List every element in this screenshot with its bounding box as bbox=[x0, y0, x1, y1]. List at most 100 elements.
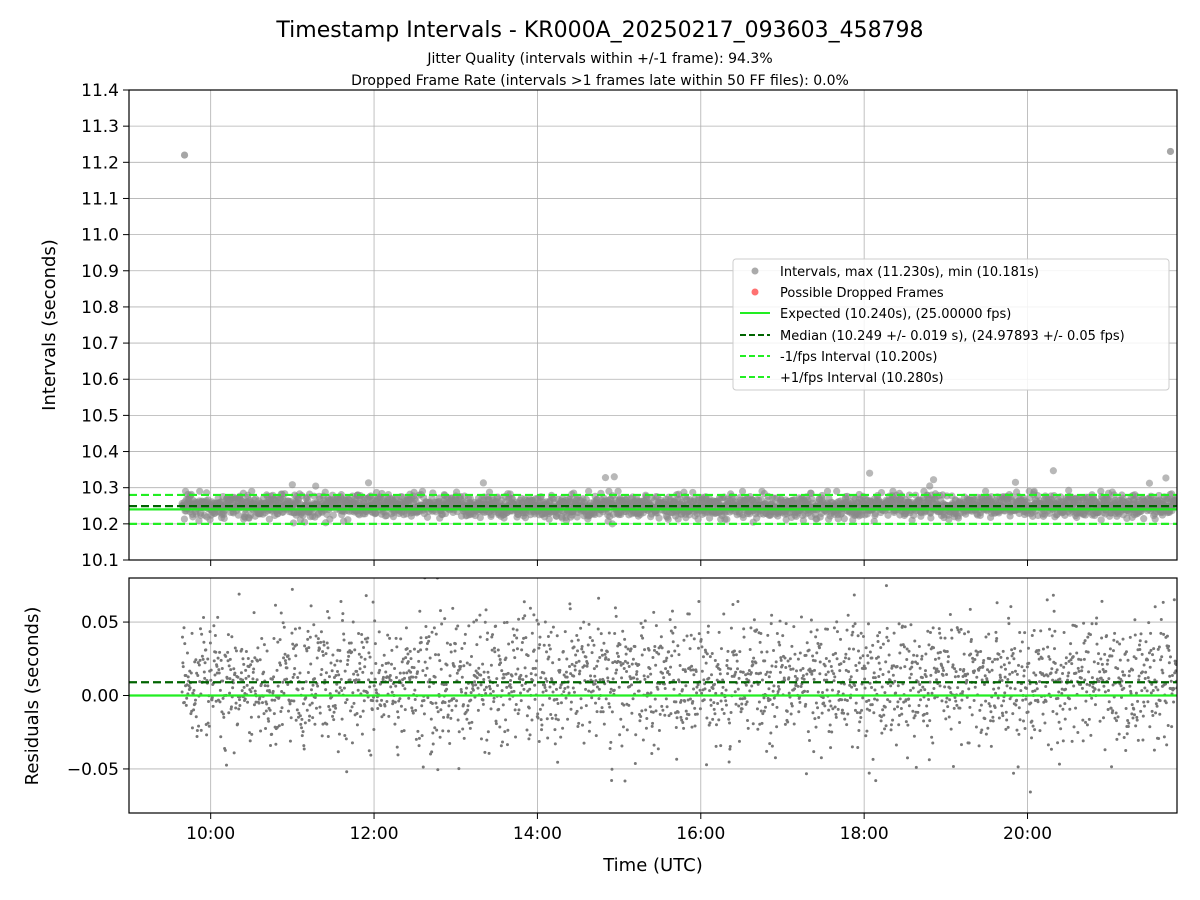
residual-point bbox=[829, 746, 833, 750]
residual-point bbox=[373, 642, 377, 646]
residual-point bbox=[366, 636, 370, 640]
residual-point bbox=[858, 656, 862, 660]
residual-point bbox=[515, 628, 519, 632]
residual-point bbox=[899, 706, 903, 710]
residual-point bbox=[676, 644, 680, 648]
residual-point bbox=[250, 659, 254, 663]
residual-point bbox=[788, 664, 792, 668]
residual-point bbox=[547, 655, 551, 659]
residual-point bbox=[438, 659, 442, 663]
residual-point bbox=[520, 648, 524, 652]
residual-point bbox=[339, 677, 343, 681]
residual-point bbox=[867, 698, 871, 702]
residual-point bbox=[687, 713, 691, 717]
residual-point bbox=[239, 671, 243, 675]
residual-point bbox=[809, 618, 813, 622]
residual-point bbox=[932, 646, 936, 650]
residual-point bbox=[712, 701, 716, 705]
residual-point bbox=[342, 632, 346, 636]
residual-point bbox=[1006, 677, 1010, 681]
residual-point bbox=[335, 682, 339, 686]
residual-point bbox=[525, 714, 529, 718]
residual-point bbox=[553, 742, 557, 746]
residual-point bbox=[252, 611, 256, 615]
residual-point bbox=[1025, 686, 1029, 690]
residual-point bbox=[524, 636, 528, 640]
residual-point bbox=[242, 662, 246, 666]
residual-point bbox=[671, 631, 675, 635]
residual-point bbox=[314, 706, 318, 710]
residual-point bbox=[968, 705, 972, 709]
residual-point bbox=[928, 680, 932, 684]
residual-point bbox=[276, 640, 280, 644]
residual-point bbox=[607, 658, 611, 662]
residual-point bbox=[833, 705, 837, 709]
residual-point bbox=[339, 659, 343, 663]
residual-point bbox=[559, 701, 563, 705]
residual-point bbox=[870, 703, 874, 707]
residual-point bbox=[206, 657, 210, 661]
residual-point bbox=[948, 613, 952, 617]
residual-point bbox=[512, 633, 516, 637]
residual-point bbox=[1035, 687, 1039, 691]
residual-point bbox=[326, 646, 330, 650]
residual-point bbox=[252, 703, 256, 707]
residual-point bbox=[362, 646, 366, 650]
residual-point bbox=[347, 654, 351, 658]
residual-point bbox=[838, 669, 842, 673]
residual-point bbox=[327, 704, 331, 708]
residual-point bbox=[277, 724, 281, 728]
residual-point bbox=[853, 683, 857, 687]
interval-point bbox=[344, 516, 352, 524]
residual-point bbox=[750, 684, 754, 688]
residual-point bbox=[620, 744, 624, 748]
residual-point bbox=[308, 714, 312, 718]
interval-point bbox=[981, 487, 990, 495]
residual-point bbox=[918, 683, 922, 687]
residual-point bbox=[683, 699, 687, 703]
residual-point bbox=[910, 660, 914, 664]
residual-point bbox=[306, 629, 310, 633]
residual-point bbox=[1048, 627, 1052, 631]
residual-point bbox=[295, 708, 299, 712]
residual-point bbox=[526, 689, 530, 693]
residual-point bbox=[501, 740, 505, 744]
residual-point bbox=[340, 717, 344, 721]
residual-point bbox=[246, 700, 250, 704]
residual-point bbox=[335, 659, 339, 663]
residual-point bbox=[615, 668, 619, 672]
residual-point bbox=[863, 666, 867, 670]
residual-point bbox=[476, 686, 480, 690]
residual-point bbox=[548, 647, 552, 651]
residual-point bbox=[1001, 649, 1005, 653]
residual-point bbox=[195, 728, 199, 732]
residual-point bbox=[673, 649, 677, 653]
residual-point bbox=[367, 678, 371, 682]
intervals-y-tick-label: 10.2 bbox=[81, 515, 119, 535]
residual-point bbox=[975, 675, 979, 679]
residual-point bbox=[607, 702, 611, 706]
residual-point bbox=[640, 709, 644, 713]
residual-point bbox=[623, 637, 627, 641]
interval-point bbox=[884, 511, 892, 519]
residual-point bbox=[719, 744, 723, 748]
residual-point bbox=[745, 700, 749, 704]
residual-point bbox=[484, 691, 488, 695]
residual-point bbox=[972, 698, 976, 702]
intervals-y-tick-label: 11.2 bbox=[81, 153, 119, 173]
residual-point bbox=[685, 717, 689, 721]
residual-point bbox=[641, 636, 645, 640]
residual-point bbox=[682, 638, 686, 642]
residual-point bbox=[677, 680, 681, 684]
residual-point bbox=[959, 743, 963, 747]
residual-point bbox=[467, 624, 471, 628]
residual-point bbox=[988, 704, 992, 708]
residual-point bbox=[221, 679, 225, 683]
residual-point bbox=[310, 701, 314, 705]
residual-point bbox=[396, 710, 400, 714]
residual-point bbox=[916, 710, 920, 714]
residual-point bbox=[778, 619, 782, 623]
residual-point bbox=[677, 653, 681, 657]
residual-point bbox=[594, 701, 598, 705]
residual-point bbox=[545, 717, 549, 721]
